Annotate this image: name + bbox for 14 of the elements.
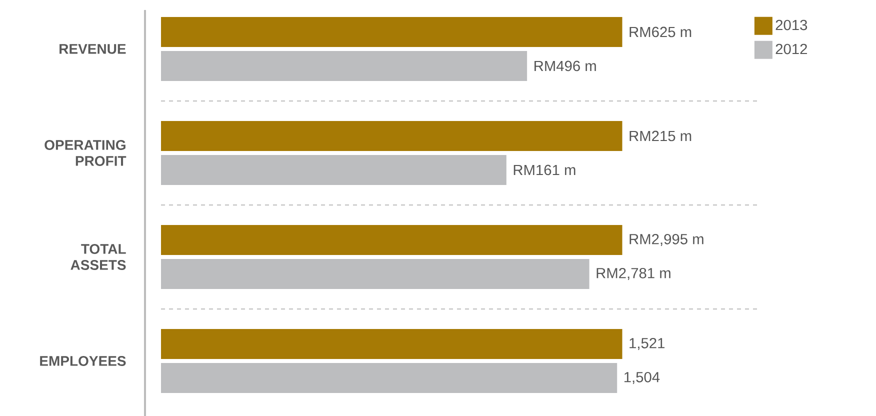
data-label: RM215 m	[630, 130, 692, 142]
data-label: RM2,781 m	[596, 268, 670, 280]
y-tick-label: OPERATING PROFIT	[44, 140, 126, 166]
data-label: RM496 m	[534, 60, 596, 72]
data-label: RM161 m	[514, 164, 576, 176]
legend-label: 2013	[776, 20, 808, 30]
legend-label: 2012	[776, 44, 807, 54]
y-tick-label: EMPLOYEES	[40, 356, 126, 366]
data-label: RM625 m	[630, 26, 692, 38]
data-label: 1,521	[630, 338, 664, 350]
y-tick-label: REVENUE	[60, 44, 126, 54]
data-label: 1,504	[624, 372, 660, 384]
data-label: RM2,995 m	[630, 234, 704, 246]
y-tick-label: TOTAL ASSETS	[70, 244, 126, 270]
